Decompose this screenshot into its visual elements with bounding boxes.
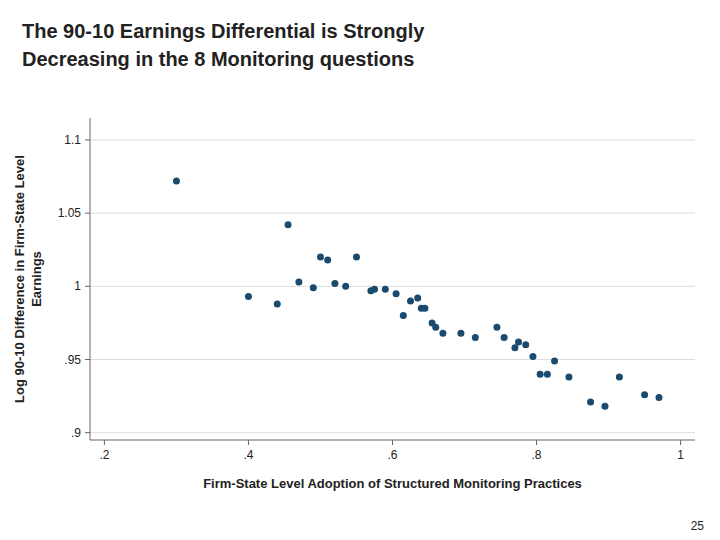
grid-line [90, 139, 695, 140]
point [537, 371, 544, 378]
tick [85, 286, 90, 287]
tick-label: .9 [71, 426, 81, 440]
point [511, 344, 518, 351]
y-axis-label: Earnings [29, 251, 44, 307]
point [274, 300, 281, 307]
point [522, 341, 529, 348]
point [421, 305, 428, 312]
point [353, 254, 360, 261]
x-axis-label: Firm-State Level Adoption of Structured … [203, 476, 582, 491]
point [439, 330, 446, 337]
point [501, 334, 508, 341]
point [457, 330, 464, 337]
point [245, 293, 252, 300]
point [544, 371, 551, 378]
title: Decreasing in the 8 Monitoring questions [22, 48, 414, 70]
point [400, 312, 407, 319]
tick-label: .6 [387, 448, 397, 462]
point [317, 254, 324, 261]
point [616, 374, 623, 381]
y-axis-label: Log 90-10 Difference in Firm-State Level [12, 155, 27, 403]
tick [680, 440, 681, 445]
tick [392, 440, 393, 445]
point [655, 394, 662, 401]
grid-line [90, 432, 695, 433]
point [414, 295, 421, 302]
point [331, 280, 338, 287]
tick [248, 440, 249, 445]
point [493, 324, 500, 331]
grid-line [90, 359, 695, 360]
tick-label: .2 [99, 448, 109, 462]
tick-label: .8 [532, 448, 542, 462]
grid [90, 140, 695, 433]
point [382, 286, 389, 293]
grid-line [90, 213, 695, 214]
point [371, 286, 378, 293]
point [551, 357, 558, 364]
tick-label: 1 [74, 279, 81, 293]
y-axis [90, 118, 91, 440]
tick [104, 440, 105, 445]
points [173, 177, 663, 409]
point [173, 177, 180, 184]
point [393, 290, 400, 297]
point [285, 221, 292, 228]
tick [85, 359, 90, 360]
point [310, 284, 317, 291]
point [529, 353, 536, 360]
tick-label: 1 [677, 448, 684, 462]
point [472, 334, 479, 341]
grid-line [90, 286, 695, 287]
point [601, 403, 608, 410]
point [515, 338, 522, 345]
tick [85, 213, 90, 214]
point [641, 391, 648, 398]
tick-label: .95 [64, 353, 81, 367]
point [342, 283, 349, 290]
tick-label: .4 [243, 448, 253, 462]
point [295, 278, 302, 285]
tick [536, 440, 537, 445]
point [432, 324, 439, 331]
point [565, 374, 572, 381]
tick-label: 1.05 [58, 206, 82, 220]
tick-label: 1.1 [64, 133, 81, 147]
point [407, 297, 414, 304]
title: The 90-10 Earnings Differential is Stron… [22, 20, 425, 42]
point [324, 256, 331, 263]
annotation: 25 [691, 519, 705, 533]
point [587, 398, 594, 405]
chart: The 90-10 Earnings Differential is Stron… [0, 0, 720, 540]
tick [85, 139, 90, 140]
tick [85, 432, 90, 433]
